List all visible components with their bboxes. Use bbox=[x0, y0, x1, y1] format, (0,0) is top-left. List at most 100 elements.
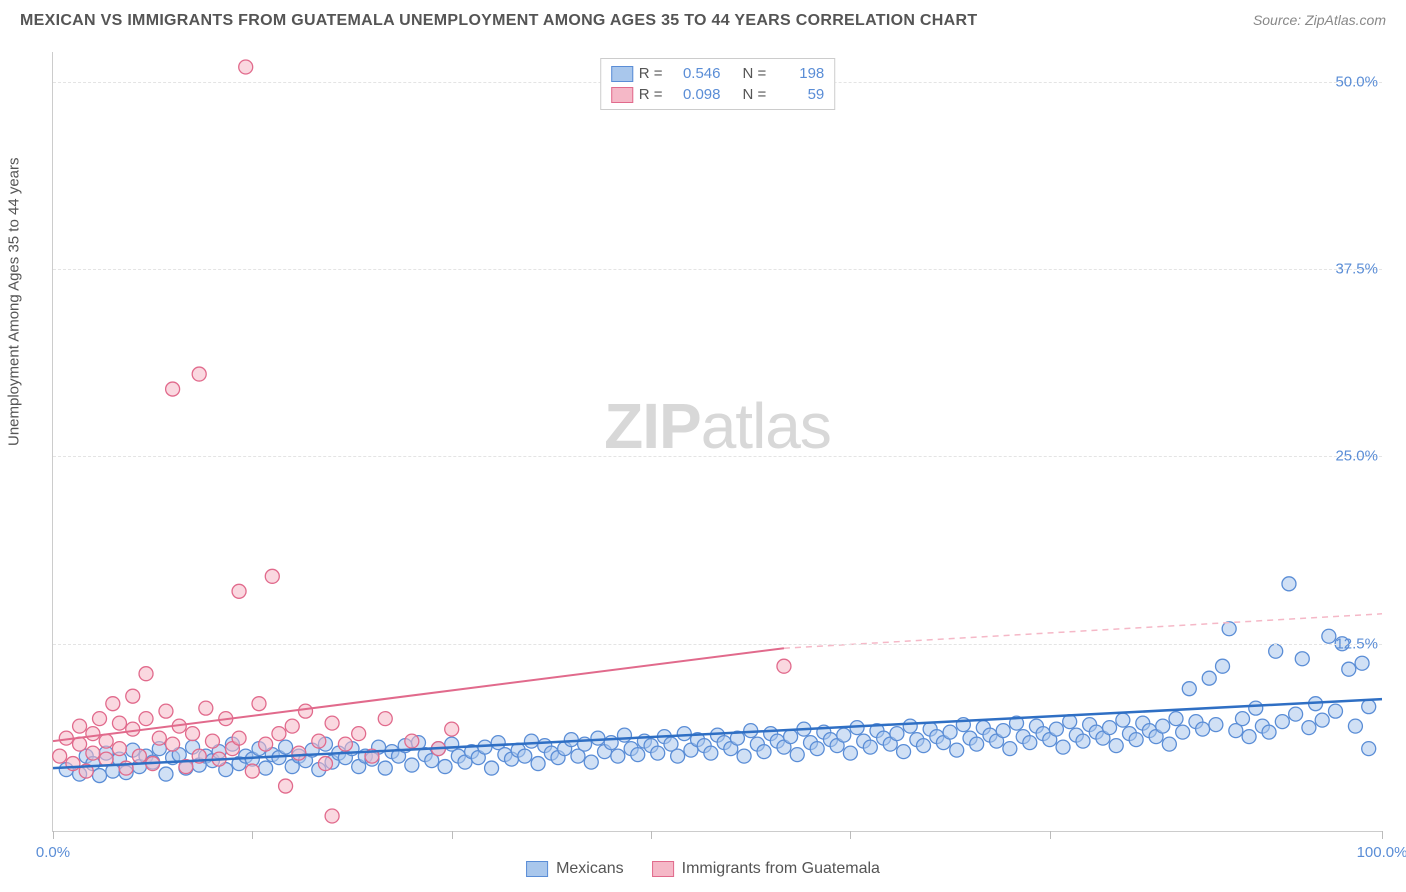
data-point bbox=[186, 727, 200, 741]
xtick bbox=[1050, 831, 1051, 839]
ytick-label: 50.0% bbox=[1335, 73, 1386, 90]
data-point bbox=[279, 740, 293, 754]
data-point bbox=[1103, 721, 1117, 735]
data-point bbox=[1315, 713, 1329, 727]
data-point bbox=[232, 731, 246, 745]
data-point bbox=[950, 743, 964, 757]
swatch-guatemala bbox=[652, 861, 674, 877]
plot-area: ZIPatlas R = 0.546 N = 198 R = 0.098 N =… bbox=[52, 52, 1382, 832]
data-point bbox=[651, 746, 665, 760]
data-point bbox=[777, 659, 791, 673]
data-point bbox=[1156, 719, 1170, 733]
series-legend: Mexicans Immigrants from Guatemala bbox=[526, 860, 880, 878]
xtick bbox=[1382, 831, 1383, 839]
correlation-legend: R = 0.546 N = 198 R = 0.098 N = 59 bbox=[600, 58, 836, 110]
data-point bbox=[159, 767, 173, 781]
ytick-label: 12.5% bbox=[1335, 635, 1386, 652]
xtick bbox=[252, 831, 253, 839]
xtick-label: 100.0% bbox=[1357, 844, 1406, 861]
data-point bbox=[265, 569, 279, 583]
data-point bbox=[1362, 700, 1376, 714]
data-point bbox=[166, 382, 180, 396]
r-value-mexicans: 0.546 bbox=[669, 65, 721, 82]
data-point bbox=[93, 712, 107, 726]
data-point bbox=[790, 748, 804, 762]
data-point bbox=[485, 761, 499, 775]
gridline-h bbox=[53, 269, 1382, 270]
data-point bbox=[1003, 742, 1017, 756]
r-value-guatemala: 0.098 bbox=[669, 86, 721, 103]
data-point bbox=[531, 757, 545, 771]
xtick bbox=[850, 831, 851, 839]
data-point bbox=[1289, 707, 1303, 721]
data-point bbox=[890, 727, 904, 741]
data-point bbox=[617, 728, 631, 742]
data-point bbox=[259, 737, 273, 751]
data-point bbox=[996, 724, 1010, 738]
data-point bbox=[1269, 644, 1283, 658]
data-point bbox=[1076, 734, 1090, 748]
data-point bbox=[1362, 742, 1376, 756]
data-point bbox=[564, 733, 578, 747]
data-point bbox=[285, 719, 299, 733]
data-point bbox=[86, 727, 100, 741]
data-point bbox=[970, 737, 984, 751]
data-point bbox=[1196, 722, 1210, 736]
data-point bbox=[106, 697, 120, 711]
legend-item-mexicans: Mexicans bbox=[526, 860, 624, 878]
data-point bbox=[126, 689, 140, 703]
data-point bbox=[166, 737, 180, 751]
data-point bbox=[338, 737, 352, 751]
data-point bbox=[1109, 739, 1123, 753]
data-point bbox=[292, 746, 306, 760]
ytick-label: 37.5% bbox=[1335, 261, 1386, 278]
xtick bbox=[651, 831, 652, 839]
data-point bbox=[897, 745, 911, 759]
data-point bbox=[192, 367, 206, 381]
data-point bbox=[139, 667, 153, 681]
data-point bbox=[863, 740, 877, 754]
chart-source: Source: ZipAtlas.com bbox=[1253, 12, 1386, 28]
legend-label-mexicans: Mexicans bbox=[556, 860, 624, 878]
data-point bbox=[1235, 712, 1249, 726]
data-point bbox=[312, 734, 326, 748]
legend-row-mexicans: R = 0.546 N = 198 bbox=[611, 63, 825, 84]
trendline-guatemala-solid bbox=[53, 648, 784, 741]
ytick-label: 25.0% bbox=[1335, 448, 1386, 465]
data-point bbox=[943, 725, 957, 739]
data-point bbox=[378, 712, 392, 726]
data-point bbox=[152, 731, 166, 745]
y-axis-label: Unemployment Among Ages 35 to 44 years bbox=[6, 157, 23, 446]
data-point bbox=[279, 779, 293, 793]
data-point bbox=[524, 734, 538, 748]
gridline-h bbox=[53, 644, 1382, 645]
data-point bbox=[259, 761, 273, 775]
data-point bbox=[405, 734, 419, 748]
data-point bbox=[199, 701, 213, 715]
data-point bbox=[378, 761, 392, 775]
chart-header: MEXICAN VS IMMIGRANTS FROM GUATEMALA UNE… bbox=[0, 0, 1406, 36]
data-point bbox=[1355, 656, 1369, 670]
data-point bbox=[1275, 715, 1289, 729]
data-point bbox=[1216, 659, 1230, 673]
n-value-guatemala: 59 bbox=[772, 86, 824, 103]
data-point bbox=[112, 742, 126, 756]
n-label: N = bbox=[743, 65, 767, 82]
data-point bbox=[352, 727, 366, 741]
data-point bbox=[1328, 704, 1342, 718]
data-point bbox=[843, 746, 857, 760]
data-point bbox=[1222, 622, 1236, 636]
data-point bbox=[112, 716, 126, 730]
gridline-h bbox=[53, 456, 1382, 457]
data-point bbox=[299, 704, 313, 718]
legend-item-guatemala: Immigrants from Guatemala bbox=[652, 860, 880, 878]
data-point bbox=[232, 584, 246, 598]
data-point bbox=[1295, 652, 1309, 666]
data-point bbox=[1182, 682, 1196, 696]
chart-title: MEXICAN VS IMMIGRANTS FROM GUATEMALA UNE… bbox=[20, 12, 977, 30]
data-point bbox=[737, 749, 751, 763]
data-point bbox=[757, 745, 771, 759]
legend-label-guatemala: Immigrants from Guatemala bbox=[682, 860, 880, 878]
data-point bbox=[584, 755, 598, 769]
data-point bbox=[677, 727, 691, 741]
